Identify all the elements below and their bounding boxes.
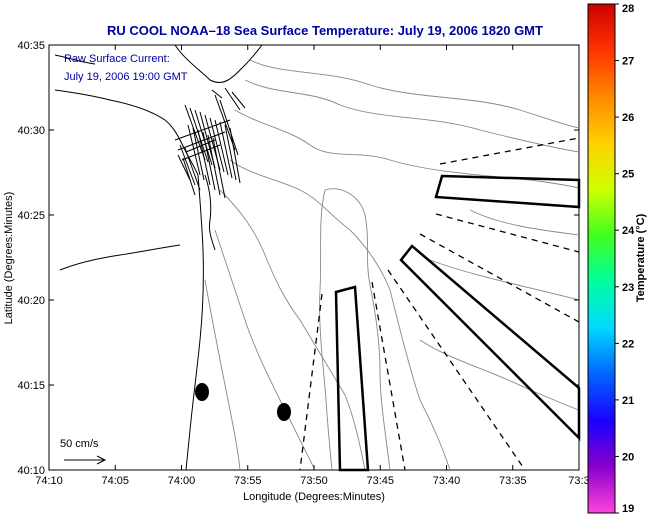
y-tick-label: 40:15 bbox=[17, 380, 45, 392]
shipping-separation-lines bbox=[299, 137, 580, 471]
contour-line bbox=[234, 109, 580, 189]
y-tick-label: 40:10 bbox=[17, 465, 45, 477]
y-tick-label: 40:30 bbox=[17, 125, 45, 137]
x-axis-ticks: 74:10 74:05 74:00 73:55 73:50 73:45 73:40 73:35… bbox=[35, 45, 590, 487]
colorbar-tick-label: 23 bbox=[622, 282, 634, 294]
colorbar-tick-label: 22 bbox=[622, 338, 634, 350]
separation-line bbox=[419, 233, 580, 323]
separation-line bbox=[299, 293, 323, 471]
bathymetry-contours bbox=[204, 59, 580, 471]
plot-frame bbox=[48, 44, 580, 471]
colorbar-ticks: 28 27 26 25 24 23 22 21 20 19 bbox=[615, 3, 635, 515]
contour-line bbox=[229, 159, 451, 471]
colorbar-tick-label: 28 bbox=[622, 3, 634, 15]
contour-line bbox=[319, 189, 333, 471]
figure-title: RU COOL NOAA–18 Sea Surface Temperature:… bbox=[107, 23, 543, 38]
x-tick-label: 73:40 bbox=[433, 475, 461, 487]
contour-line bbox=[324, 188, 391, 471]
y-axis-label: Latitude (Degrees:Minutes) bbox=[3, 192, 15, 325]
y-tick-label: 40:25 bbox=[17, 210, 45, 222]
contour-line bbox=[419, 339, 580, 411]
separation-line bbox=[371, 281, 406, 471]
colorbar bbox=[587, 3, 616, 514]
coastline-nj-shore bbox=[185, 174, 204, 471]
colorbar-tick-label: 20 bbox=[622, 451, 634, 463]
y-tick-label: 40:35 bbox=[17, 40, 45, 52]
separation-line bbox=[387, 269, 526, 471]
map-blob-feature bbox=[195, 383, 209, 401]
contour-line bbox=[219, 189, 366, 471]
scale-arrow-label: 50 cm/s bbox=[60, 438, 99, 450]
colorbar-tick-label: 21 bbox=[622, 395, 634, 407]
coastline-sandy-hook bbox=[204, 174, 216, 251]
colorbar-tick-label: 19 bbox=[622, 503, 634, 515]
shipping-lane-box bbox=[434, 174, 581, 209]
separation-line bbox=[435, 213, 580, 253]
x-tick-label: 73:50 bbox=[300, 475, 328, 487]
x-tick-label: 74:10 bbox=[35, 475, 63, 487]
coastline-fragment bbox=[54, 54, 96, 65]
colorbar-label: Temperature (°C) bbox=[635, 213, 647, 302]
shipping-lane-box bbox=[399, 244, 581, 442]
current-note-line2: July 19, 2006 19:00 GMT bbox=[64, 71, 188, 83]
x-tick-label: 73:35 bbox=[499, 475, 527, 487]
x-tick-label: 73:45 bbox=[366, 475, 394, 487]
colorbar-tick-label: 26 bbox=[622, 112, 634, 124]
scale-arrow-head bbox=[96, 455, 107, 465]
coastline-inlet bbox=[59, 244, 181, 271]
contour-line bbox=[469, 209, 580, 236]
contour-line bbox=[249, 59, 580, 129]
colorbar-tick-label: 24 bbox=[622, 225, 635, 237]
contour-line bbox=[204, 279, 241, 471]
contour-line bbox=[214, 229, 316, 471]
x-tick-label: 74:05 bbox=[101, 475, 129, 487]
contour-line bbox=[244, 79, 580, 153]
x-tick-label: 73:3 bbox=[568, 475, 589, 487]
x-tick-label: 74:00 bbox=[168, 475, 196, 487]
surface-current-vectors bbox=[174, 87, 246, 199]
colorbar-tick-label: 25 bbox=[622, 169, 634, 181]
current-note-line1: Raw Surface Current: bbox=[64, 53, 170, 65]
shipping-lane-boxes bbox=[334, 174, 581, 472]
x-tick-label: 73:55 bbox=[234, 475, 262, 487]
y-axis-ticks: 40:35 40:30 40:25 40:20 40:15 40:10 bbox=[17, 40, 579, 477]
y-tick-label: 40:20 bbox=[17, 295, 45, 307]
coastline-staten-island bbox=[174, 44, 263, 83]
colorbar-tick-label: 27 bbox=[622, 56, 634, 68]
coastline bbox=[54, 44, 263, 471]
contour-line bbox=[429, 259, 580, 301]
shipping-lane-box bbox=[334, 285, 370, 472]
separation-line bbox=[439, 137, 580, 165]
x-axis-label: Longitude (Degrees:Minutes) bbox=[243, 491, 385, 503]
map-blob-feature bbox=[277, 403, 291, 421]
map-plot-area: 50 cm/s Raw Surface Current: July 19, 20… bbox=[48, 44, 581, 472]
coastline-raritan-bay bbox=[54, 89, 199, 176]
